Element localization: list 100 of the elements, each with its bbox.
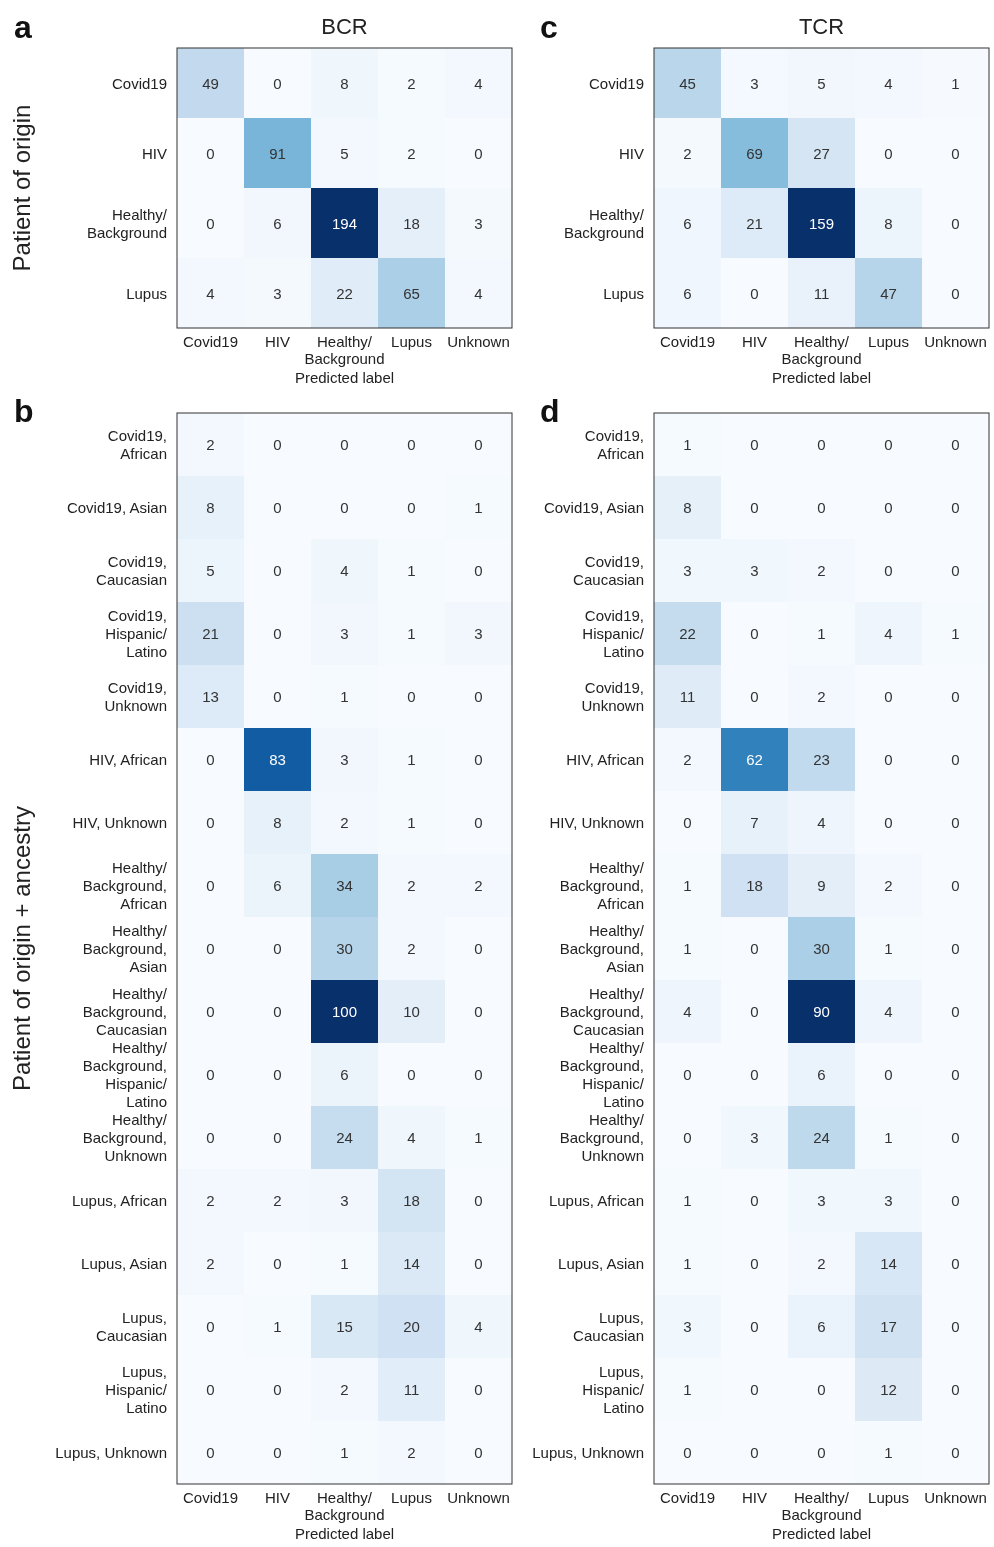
y-tick-label: Lupus [126,284,167,302]
y-tick-label: Covid19, Unknown [581,679,644,714]
data-label: 20 [403,1318,420,1335]
y-tick-label: HIV, Unknown [549,814,644,831]
data-label: 45 [679,74,696,92]
x-tick-label: Lupus [868,333,909,350]
data-label: 18 [403,214,420,232]
y-tick-label: Lupus, African [71,1192,167,1209]
data-label: 12 [880,1381,897,1398]
data-label: 0 [951,751,960,768]
data-label: 1 [951,74,960,92]
data-label: 4 [206,284,215,302]
data-label: 2 [817,688,826,705]
data-label: 6 [340,1066,349,1083]
data-label: 0 [683,814,692,831]
x-tick-label: HIV [741,333,768,350]
data-label: 30 [336,940,353,957]
data-label: 159 [808,214,835,232]
data-label: 0 [474,814,483,831]
data-label: 3 [750,562,759,579]
data-label: 8 [683,499,692,516]
data-label: 1 [683,940,692,957]
data-label: 1 [474,499,483,516]
data-label: 1 [407,814,416,831]
data-label: 24 [336,1129,353,1146]
data-label: 1 [340,688,349,705]
data-label: 0 [273,1381,282,1398]
x-tick-label: Unknown [447,1489,510,1506]
data-label: 0 [474,1192,483,1209]
data-label: 0 [273,436,282,453]
data-label: 4 [407,1129,416,1146]
data-label: 0 [273,499,282,516]
x-tick-label: Lupus [391,1489,432,1506]
y-tick-label: Healthy/ Background, Hispanic/ Latino [559,1039,645,1110]
data-label: 0 [951,144,960,162]
data-label: 14 [880,1255,897,1272]
data-label: 0 [206,1444,215,1461]
data-label: 0 [750,625,759,642]
data-label: 0 [206,144,215,162]
data-label: 0 [817,499,826,516]
data-label: 0 [817,1444,826,1461]
y-axis-title: Patient of origin + ancestry [8,806,35,1091]
data-label: 4 [340,562,349,579]
data-label: 0 [951,562,960,579]
x-tick-label: HIV [264,1489,291,1506]
x-tick-label: HIV [741,1489,768,1506]
data-label: 69 [746,144,763,162]
data-label: 0 [884,751,893,768]
data-label: 0 [474,436,483,453]
data-label: 8 [206,499,215,516]
y-tick-label: Covid19, Hispanic/ Latino [582,607,645,660]
x-tick-label: Healthy/ Background [781,1489,862,1523]
data-label: 0 [273,1129,282,1146]
data-label: 0 [951,1255,960,1272]
data-label: 0 [884,814,893,831]
data-label: 0 [884,562,893,579]
y-tick-label: Healthy/ Background, Caucasian [559,985,645,1038]
data-label: 1 [683,877,692,894]
data-label: 30 [813,940,830,957]
data-label: 0 [474,688,483,705]
data-label: 0 [206,1066,215,1083]
data-label: 5 [817,74,826,92]
y-tick-label: Lupus, Hispanic/ Latino [105,1363,168,1416]
data-label: 0 [817,436,826,453]
data-label: 0 [273,688,282,705]
data-label: 2 [817,562,826,579]
data-label: 22 [336,284,353,302]
y-tick-label: Lupus, Unknown [532,1444,644,1461]
data-label: 0 [750,499,759,516]
data-label: 5 [206,562,215,579]
data-label: 2 [884,877,893,894]
data-label: 0 [750,1444,759,1461]
data-label: 0 [951,1444,960,1461]
data-label: 0 [206,751,215,768]
data-label: 0 [750,1255,759,1272]
data-label: 1 [683,1381,692,1398]
y-tick-label: Covid19, Caucasian [573,553,644,588]
data-label: 3 [750,1129,759,1146]
data-label: 17 [880,1318,897,1335]
x-tick-label: Unknown [924,1489,987,1506]
data-label: 2 [683,144,692,162]
data-label: 13 [202,688,219,705]
y-tick-label: Covid19, Asian [543,499,644,516]
y-tick-label: Healthy/ Background, African [82,859,168,912]
data-label: 0 [407,499,416,516]
text: d [540,393,560,429]
data-label: 1 [884,940,893,957]
data-label: 0 [683,1444,692,1461]
data-label: 0 [407,688,416,705]
data-label: 0 [884,499,893,516]
data-label: 0 [750,436,759,453]
data-label: 3 [474,214,483,232]
data-label: 1 [951,625,960,642]
y-tick-label: Lupus, Asian [81,1255,167,1272]
data-label: 0 [951,214,960,232]
data-label: 0 [817,1381,826,1398]
data-label: 0 [750,284,759,302]
x-axis-title: Predicted label [771,1525,872,1542]
data-label: 3 [683,562,692,579]
x-tick-label: Healthy/ Background [781,333,862,367]
